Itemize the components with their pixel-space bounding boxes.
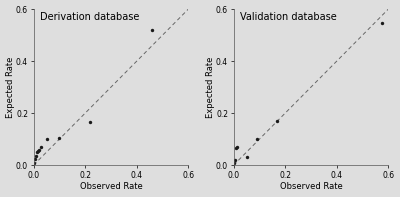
Text: Validation database: Validation database bbox=[240, 12, 336, 22]
Point bbox=[274, 119, 281, 123]
Point bbox=[149, 28, 156, 32]
X-axis label: Observed Rate: Observed Rate bbox=[280, 182, 342, 191]
Point bbox=[34, 151, 40, 154]
Point bbox=[36, 148, 42, 151]
Point bbox=[379, 22, 385, 25]
Point bbox=[38, 145, 44, 149]
Y-axis label: Expected Rate: Expected Rate bbox=[206, 56, 214, 118]
X-axis label: Observed Rate: Observed Rate bbox=[80, 182, 142, 191]
Point bbox=[254, 138, 260, 141]
Point bbox=[87, 121, 94, 124]
Point bbox=[34, 149, 41, 152]
Point bbox=[234, 145, 240, 149]
Point bbox=[232, 158, 238, 162]
Point bbox=[31, 161, 38, 164]
Point bbox=[232, 147, 239, 150]
Point bbox=[243, 156, 250, 159]
Point bbox=[231, 161, 238, 164]
Point bbox=[43, 138, 50, 141]
Point bbox=[56, 136, 63, 139]
Point bbox=[33, 154, 40, 158]
Point bbox=[32, 157, 38, 160]
Text: Derivation database: Derivation database bbox=[40, 12, 139, 22]
Y-axis label: Expected Rate: Expected Rate bbox=[6, 56, 14, 118]
